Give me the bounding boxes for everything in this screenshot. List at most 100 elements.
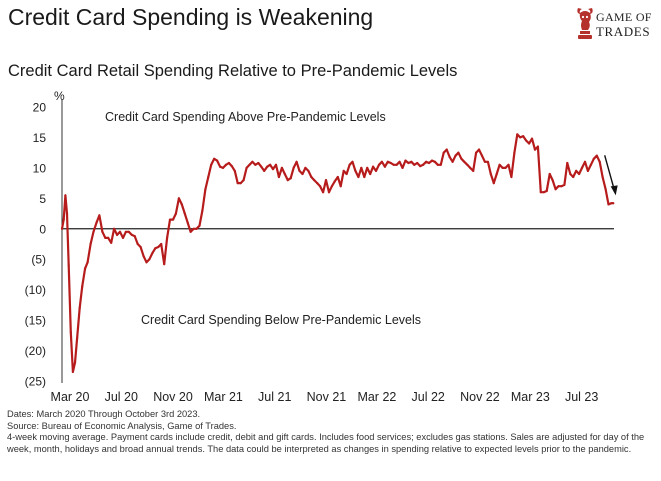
data-point — [525, 139, 528, 142]
data-point — [151, 252, 154, 255]
data-point — [168, 218, 172, 221]
data-point — [316, 182, 319, 185]
data-point — [598, 160, 601, 163]
data-point — [219, 165, 222, 168]
data-point — [160, 242, 163, 246]
data-point — [133, 235, 136, 238]
data-point — [62, 218, 65, 221]
data-point — [101, 230, 104, 233]
data-point — [166, 236, 169, 239]
data-point — [207, 175, 210, 179]
data-point — [274, 163, 278, 166]
data-point — [425, 160, 428, 163]
data-point — [410, 160, 413, 163]
data-point — [495, 172, 498, 176]
x-tick-label: Jul 23 — [565, 390, 598, 404]
data-point — [177, 197, 180, 200]
data-point — [64, 194, 67, 197]
data-point — [257, 161, 260, 165]
y-axis-tick-labels: 20 15 10 5 0 (5) (10) (15) (20) (25) — [25, 101, 47, 389]
y-tick-label: 10 — [33, 161, 47, 175]
data-point — [583, 160, 587, 163]
chart-subtitle: Credit Card Retail Spending Relative to … — [8, 62, 458, 80]
data-point — [545, 189, 548, 193]
data-point — [136, 242, 139, 246]
data-point — [345, 172, 348, 176]
data-point — [422, 163, 425, 166]
data-point — [333, 180, 336, 183]
data-point — [145, 261, 148, 264]
data-point — [586, 169, 590, 172]
data-point — [504, 166, 507, 169]
data-point — [95, 221, 98, 224]
footnote-source: Source: Bureau of Economic Analysis, Gam… — [7, 420, 237, 431]
y-tick-label: 20 — [33, 101, 47, 115]
data-point — [469, 166, 472, 169]
data-point — [263, 169, 266, 172]
data-point — [357, 175, 360, 179]
page-title: Credit Card Spending is Weakening — [8, 4, 374, 30]
logo-text-line2: TRADES — [596, 24, 651, 39]
data-point — [539, 191, 542, 194]
data-point — [366, 166, 369, 169]
data-point — [110, 241, 113, 244]
data-point — [251, 160, 254, 163]
x-tick-label: Jul 22 — [412, 390, 445, 404]
chart-footnotes: Dates: March 2020 Through October 3rd 20… — [7, 409, 655, 455]
annotation-above: Credit Card Spending Above Pre-Pandemic … — [105, 110, 386, 124]
data-point — [186, 221, 189, 224]
data-point — [436, 163, 439, 166]
data-point — [171, 218, 175, 221]
y-tick-label: 15 — [33, 131, 47, 145]
data-point — [439, 163, 442, 166]
data-point — [286, 179, 289, 182]
data-point — [413, 163, 416, 166]
data-point — [183, 212, 186, 215]
data-point — [542, 191, 545, 194]
data-point — [313, 179, 316, 182]
annotation-below: Credit Card Spending Below Pre-Pandemic … — [141, 313, 421, 327]
x-tick-label: Nov 20 — [153, 390, 193, 404]
data-point — [271, 168, 275, 171]
data-point — [386, 160, 389, 163]
y-tick-label: (20) — [25, 344, 46, 358]
data-point — [192, 227, 195, 230]
data-point — [76, 337, 79, 340]
data-point — [472, 169, 475, 172]
data-point — [113, 227, 116, 230]
x-tick-label: Nov 22 — [460, 390, 500, 404]
data-point — [269, 163, 272, 166]
y-tick-label: (15) — [25, 314, 46, 328]
data-point — [348, 163, 351, 166]
y-tick-label: 0 — [39, 222, 46, 236]
data-point — [595, 154, 598, 157]
data-point — [580, 166, 584, 169]
footnote-dates: Dates: March 2020 Through October 3rd 20… — [7, 409, 201, 419]
footnote-methodology: 4-week moving average. Payment cards inc… — [7, 432, 645, 454]
data-point — [198, 224, 201, 227]
data-point — [566, 161, 569, 165]
data-point — [118, 230, 122, 233]
data-point — [374, 169, 378, 172]
data-point — [416, 161, 419, 165]
data-point — [210, 163, 213, 166]
data-point — [363, 175, 366, 179]
data-point — [560, 185, 563, 188]
data-point — [383, 165, 386, 168]
data-point — [280, 166, 283, 169]
data-point — [236, 182, 239, 185]
data-point — [298, 169, 301, 172]
data-point — [130, 233, 133, 236]
data-point — [607, 203, 610, 206]
data-point — [65, 212, 69, 215]
series-line — [60, 133, 615, 373]
data-point — [427, 161, 431, 165]
data-point — [69, 331, 72, 334]
data-point — [401, 166, 404, 169]
data-point — [84, 267, 87, 270]
data-point — [578, 172, 581, 176]
data-point — [522, 135, 525, 138]
data-point — [336, 175, 339, 179]
data-point — [127, 230, 130, 233]
data-point — [451, 160, 454, 163]
